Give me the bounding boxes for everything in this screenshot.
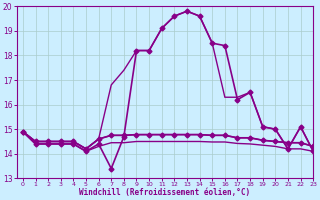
X-axis label: Windchill (Refroidissement éolien,°C): Windchill (Refroidissement éolien,°C)	[79, 188, 251, 197]
